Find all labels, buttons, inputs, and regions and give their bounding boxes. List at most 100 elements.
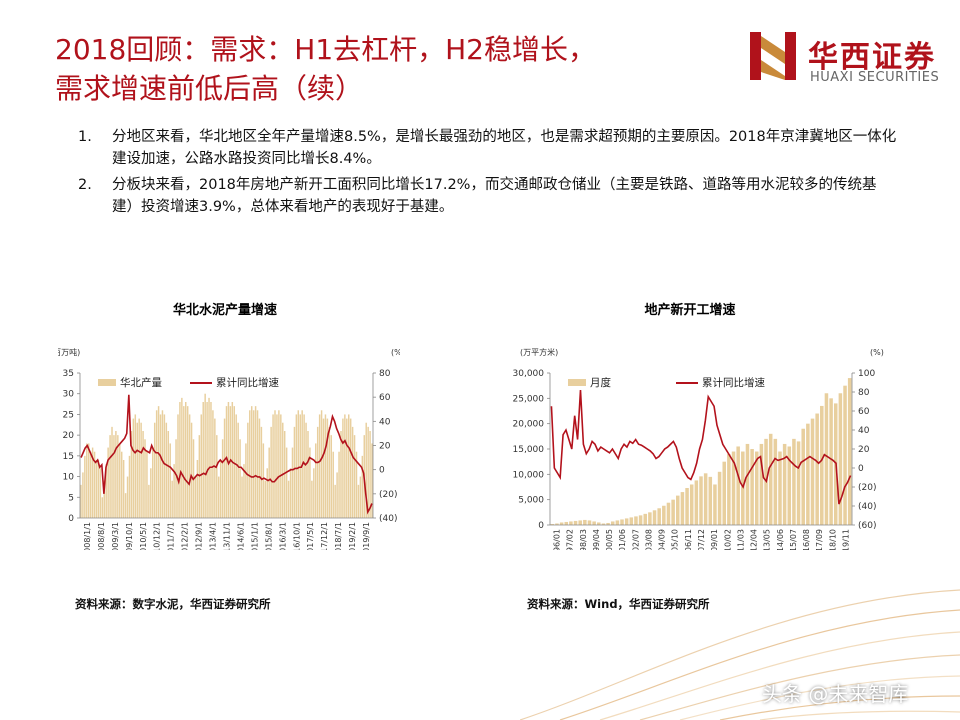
x-tick-label: 2018/7/1	[334, 522, 343, 550]
bar	[287, 480, 290, 518]
bar	[254, 406, 257, 518]
bar	[759, 443, 764, 525]
bar	[778, 451, 782, 525]
x-tick-label: 2012/2/1	[181, 522, 190, 550]
bar	[181, 397, 183, 518]
page-title: 2018回顾：需求：H1去杠杆，H2稳增长， 需求增速前低后高（续）	[55, 30, 715, 108]
bar	[342, 418, 344, 518]
bar	[202, 402, 204, 518]
x-tick-label: 2017/09	[815, 529, 824, 550]
bar	[235, 414, 237, 518]
bar	[219, 460, 222, 518]
right-tick-label: 100	[858, 369, 875, 379]
x-tick-label: 2011/7/1	[167, 522, 176, 550]
bar	[250, 406, 253, 518]
bar	[243, 464, 245, 518]
point-number: 2.	[78, 177, 92, 193]
title-line-2: 需求增速前低后高（续）	[55, 72, 364, 105]
left-tick-label: 0	[538, 521, 544, 531]
bar	[247, 422, 249, 518]
left-tick-label: 10,000	[513, 470, 545, 480]
bar	[165, 422, 168, 518]
bar	[152, 447, 154, 518]
bar	[82, 472, 84, 518]
bar	[348, 414, 350, 518]
x-tick-label: 2016/3/1	[278, 522, 287, 550]
bar	[95, 460, 98, 518]
x-tick-label: 2003/08	[644, 529, 653, 550]
point-text: 分地区来看，华北地区全年产量增速8.5%，是增长最强劲的地区，也是需求超预期的主…	[112, 129, 897, 167]
bar	[359, 476, 362, 518]
bar	[295, 414, 298, 518]
bar	[84, 455, 86, 518]
x-tick-label: 2016/08	[802, 529, 811, 550]
left-axis-unit: (万平方米)	[520, 347, 558, 357]
bar	[365, 422, 367, 518]
bar	[175, 439, 177, 518]
left-tick-label: 5	[68, 493, 74, 503]
bar	[843, 385, 847, 525]
bar	[169, 443, 171, 518]
bar	[241, 476, 243, 518]
x-tick-label: 2016/10/1	[292, 522, 301, 550]
bar	[371, 443, 373, 518]
bar	[564, 521, 569, 525]
bar	[355, 451, 358, 518]
right-tick-label: 0	[858, 464, 864, 474]
bar	[91, 447, 94, 518]
bar	[624, 518, 629, 525]
bar	[583, 519, 587, 525]
bar	[634, 516, 638, 525]
bar	[212, 410, 214, 518]
bar	[117, 435, 119, 518]
right-tick-label: 20	[379, 442, 391, 452]
bar	[824, 393, 829, 525]
bar	[107, 447, 109, 518]
right-axis-unit: (%)	[870, 348, 884, 357]
point-text: 分板块来看，2018年房地产新开工面积同比增长17.2%，而交通邮政仓储业（主要…	[112, 177, 877, 215]
left-tick-label: 5,000	[518, 496, 544, 506]
bar	[703, 473, 708, 525]
bar	[134, 414, 137, 518]
x-tick-label: 2010/02	[723, 529, 732, 550]
bar	[115, 431, 117, 518]
bar	[208, 397, 210, 518]
right-tick-label: 20	[858, 445, 870, 455]
bar	[657, 508, 661, 525]
bar	[231, 402, 234, 518]
x-tick-label: 2011/03	[736, 529, 745, 550]
bar	[555, 523, 559, 525]
bar	[113, 435, 115, 518]
bar	[307, 431, 309, 518]
x-tick-label: 1999/04	[592, 529, 601, 550]
bar	[142, 431, 144, 518]
bar	[305, 422, 307, 518]
bar	[717, 471, 722, 525]
bar	[741, 451, 745, 525]
bar	[278, 410, 280, 518]
x-tick-label: 2010/5/1	[139, 522, 148, 550]
bar	[328, 426, 331, 518]
bar	[326, 418, 329, 518]
watermark: 头条 @未来智库	[762, 682, 909, 706]
bar	[768, 433, 773, 525]
right-axis-unit: (%)	[391, 348, 400, 357]
right-tick-label: (20)	[379, 490, 397, 500]
bar	[309, 447, 311, 518]
bar	[315, 443, 317, 518]
x-tick-label: 2002/07	[631, 529, 640, 550]
legend-line-label: 累计同比增速	[216, 376, 279, 389]
series-line	[550, 390, 852, 505]
bar	[597, 522, 601, 525]
bar	[190, 422, 193, 518]
bar	[289, 468, 292, 518]
bar	[353, 435, 356, 518]
bar	[264, 480, 267, 518]
x-tick-label: 2009/10/1	[125, 522, 134, 550]
bar	[727, 454, 731, 525]
point-number: 1.	[78, 129, 92, 145]
bar	[227, 402, 230, 518]
point-item: 1. 分地区来看，华北地区全年产量增速8.5%，是增长最强劲的地区，也是需求超预…	[78, 126, 898, 170]
bar	[713, 484, 717, 525]
right-tick-label: 80	[858, 388, 870, 398]
